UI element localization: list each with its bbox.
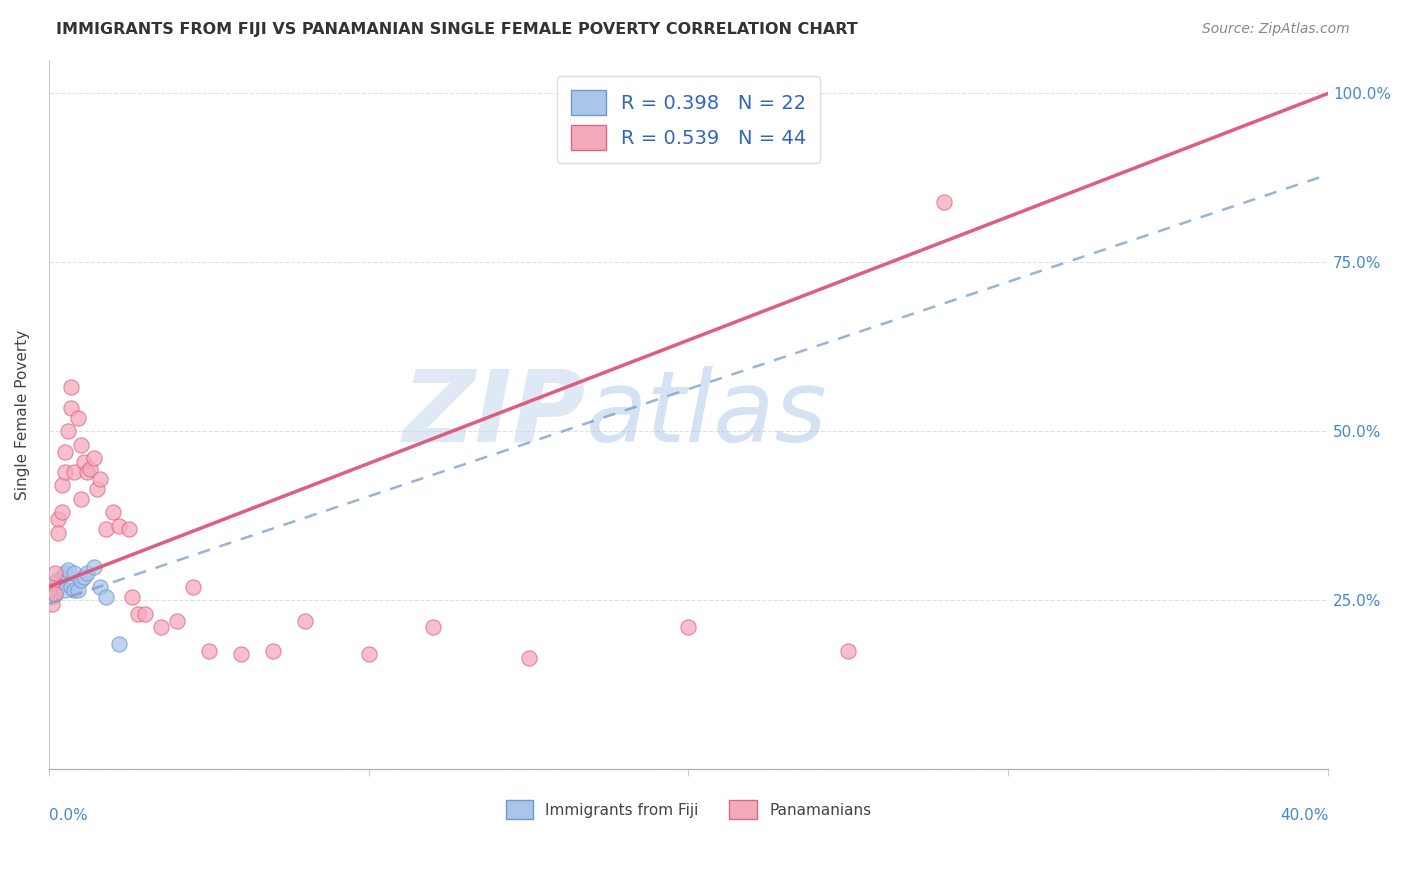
Point — [517, 650, 540, 665]
Point — [678, 620, 700, 634]
Text: atlas: atlas — [586, 366, 828, 463]
Point — [83, 559, 105, 574]
Point — [38, 583, 60, 598]
Text: IMMIGRANTS FROM FIJI VS PANAMANIAN SINGLE FEMALE POVERTY CORRELATION CHART: IMMIGRANTS FROM FIJI VS PANAMANIAN SINGL… — [56, 22, 858, 37]
Point — [86, 482, 108, 496]
Point — [46, 580, 69, 594]
Point — [69, 491, 91, 506]
Point — [76, 566, 98, 581]
Point — [934, 194, 956, 209]
Point — [60, 401, 83, 415]
Point — [41, 576, 63, 591]
Point — [101, 506, 124, 520]
Point — [837, 644, 859, 658]
Point — [63, 465, 86, 479]
Point — [96, 522, 118, 536]
Text: 40.0%: 40.0% — [1279, 808, 1329, 823]
Point — [422, 620, 444, 634]
Point — [51, 506, 73, 520]
Point — [41, 590, 63, 604]
Point — [89, 580, 111, 594]
Point — [108, 519, 131, 533]
Point — [44, 583, 66, 598]
Point — [357, 648, 380, 662]
Point — [38, 583, 60, 598]
Point — [51, 478, 73, 492]
Point — [53, 583, 76, 598]
Point — [56, 425, 79, 439]
Point — [118, 522, 141, 536]
Point — [121, 590, 143, 604]
Point — [60, 580, 83, 594]
Point — [53, 444, 76, 458]
Point — [181, 580, 204, 594]
Point — [63, 566, 86, 581]
Point — [166, 614, 188, 628]
Point — [197, 644, 219, 658]
Point — [69, 573, 91, 587]
Point — [79, 461, 101, 475]
Point — [108, 637, 131, 651]
Point — [46, 573, 69, 587]
Point — [229, 648, 252, 662]
Point — [69, 438, 91, 452]
Point — [46, 525, 69, 540]
Point — [76, 465, 98, 479]
Point — [51, 569, 73, 583]
Point — [44, 586, 66, 600]
Point — [262, 644, 284, 658]
Point — [46, 512, 69, 526]
Legend: Immigrants from Fiji, Panamanians: Immigrants from Fiji, Panamanians — [499, 794, 877, 825]
Point — [63, 583, 86, 598]
Text: Source: ZipAtlas.com: Source: ZipAtlas.com — [1202, 22, 1350, 37]
Point — [96, 590, 118, 604]
Point — [89, 472, 111, 486]
Point — [44, 566, 66, 581]
Point — [66, 410, 89, 425]
Text: ZIP: ZIP — [404, 366, 586, 463]
Point — [73, 569, 96, 583]
Point — [294, 614, 316, 628]
Point — [66, 583, 89, 598]
Point — [41, 580, 63, 594]
Point — [134, 607, 156, 621]
Point — [56, 563, 79, 577]
Point — [60, 380, 83, 394]
Point — [41, 597, 63, 611]
Point — [53, 566, 76, 581]
Point — [44, 586, 66, 600]
Point — [149, 620, 172, 634]
Point — [53, 465, 76, 479]
Point — [73, 455, 96, 469]
Point — [83, 451, 105, 466]
Text: 0.0%: 0.0% — [49, 808, 87, 823]
Point — [127, 607, 149, 621]
Y-axis label: Single Female Poverty: Single Female Poverty — [15, 329, 30, 500]
